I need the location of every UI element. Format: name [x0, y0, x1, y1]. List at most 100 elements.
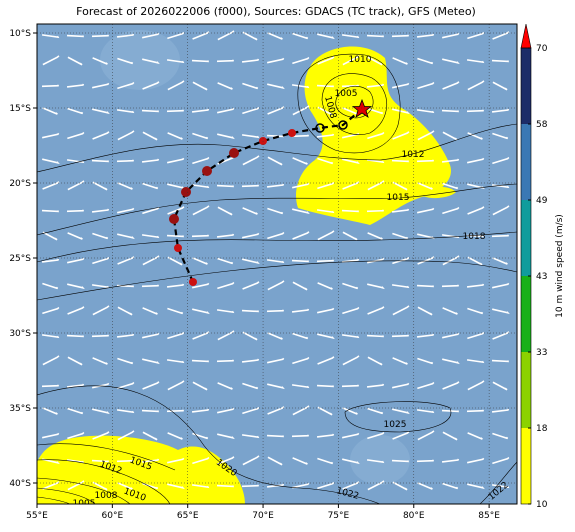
- wind-barb: [92, 108, 110, 115]
- wind-barb: [341, 334, 360, 339]
- wind-barb: [142, 332, 160, 339]
- colorbar-extend: [520, 23, 532, 49]
- y-tick-label: 40°S: [9, 479, 31, 489]
- wind-barb: [492, 132, 509, 140]
- wind-barb: [42, 132, 60, 139]
- wind-barb: [117, 430, 135, 441]
- wind-barb: [366, 209, 384, 213]
- wind-barb: [267, 106, 285, 115]
- wind-barb: [142, 255, 160, 266]
- wind-barb: [341, 34, 360, 39]
- wind-barb: [117, 482, 133, 490]
- wind-barb: [292, 208, 310, 215]
- wind-barb: [92, 131, 110, 140]
- wind-barb: [466, 283, 485, 288]
- colorbar-label: 10 m wind speed (m/s): [555, 214, 565, 318]
- wind-barb: [42, 282, 59, 290]
- wind-barb: [342, 432, 360, 439]
- wind-barb: [267, 332, 283, 340]
- wind-barb: [242, 155, 260, 166]
- wind-barb: [391, 284, 410, 289]
- wind-barb: [417, 57, 434, 65]
- wind-barb: [267, 32, 283, 40]
- wind-barb: [316, 84, 334, 88]
- wind-barb: [241, 484, 259, 488]
- wind-barb: [492, 381, 508, 391]
- wind-barb: [92, 82, 110, 89]
- wind-barb: [117, 57, 134, 65]
- wind-barb: [442, 482, 459, 490]
- wind-barb: [141, 458, 160, 463]
- wind-barb: [192, 308, 210, 315]
- wind-barb: [217, 82, 233, 90]
- wind-barb: [392, 408, 410, 415]
- wind-barb: [91, 208, 110, 213]
- wind-barb: [442, 182, 459, 190]
- wind-barb: [416, 459, 434, 463]
- colorbar-tick-label: 70: [536, 44, 548, 54]
- wind-barb: [292, 182, 310, 189]
- wind-barb: [192, 81, 208, 91]
- wind-barb: [192, 205, 210, 216]
- wind-barb: [141, 409, 159, 413]
- wind-barb: [42, 481, 60, 490]
- wind-barb: [42, 158, 60, 165]
- colorbar-segment: [521, 352, 531, 428]
- high-wind-area: [423, 186, 456, 199]
- wind-barb: [317, 230, 335, 241]
- wind-barb: [191, 184, 210, 189]
- wind-barb: [367, 480, 385, 491]
- wind-barb: [267, 406, 285, 415]
- colorbar-segment: [521, 428, 531, 504]
- wind-barb: [67, 56, 83, 66]
- wind-barb: [417, 182, 433, 190]
- wind-barb: [291, 308, 310, 313]
- wind-barb: [167, 331, 185, 340]
- wind-barb: [342, 407, 358, 415]
- wind-barb: [492, 257, 508, 265]
- wind-barb: [217, 330, 235, 341]
- map-frame: [36, 23, 518, 505]
- wind-barb: [142, 358, 160, 365]
- wind-barb: [241, 434, 260, 439]
- wind-barb: [142, 307, 158, 315]
- wind-barb: [117, 182, 133, 190]
- wind-barb: [492, 156, 510, 165]
- wind-barb: [292, 105, 310, 116]
- wind-barb: [467, 432, 483, 440]
- wind-barb: [467, 380, 485, 391]
- wind-barb: [192, 282, 210, 289]
- y-tick-label: 15°S: [9, 104, 31, 114]
- wind-barb: [92, 357, 108, 365]
- isobar: [37, 477, 131, 504]
- wind-barb: [392, 382, 410, 389]
- isobar: [37, 496, 71, 504]
- wind-barb: [342, 132, 360, 139]
- wind-barb: [167, 80, 185, 91]
- colorbar-tick-label: 10: [536, 500, 548, 510]
- wind-barb: [466, 359, 485, 364]
- wind-barb: [217, 206, 233, 216]
- wind-barb: [366, 83, 385, 88]
- wind-barb: [467, 157, 485, 164]
- wind-barb: [42, 355, 60, 366]
- x-tick-label: 75°E: [328, 511, 350, 521]
- wind-barb: [141, 284, 159, 288]
- wind-barb: [317, 56, 335, 65]
- wind-barb: [392, 181, 408, 191]
- wind-barb: [292, 157, 308, 165]
- wind-barb: [66, 209, 84, 213]
- wind-barb: [42, 55, 60, 66]
- wind-barb: [242, 31, 258, 41]
- wind-barb: [366, 459, 385, 464]
- cloud: [100, 30, 180, 90]
- wind-barb: [316, 259, 334, 263]
- wind-barb: [167, 457, 185, 464]
- wind-barb: [492, 81, 508, 91]
- wind-barb: [292, 332, 309, 340]
- isobar-label: 1005: [73, 499, 96, 509]
- wind-barb: [492, 331, 510, 340]
- wind-barb: [316, 433, 335, 438]
- isobar-label: 1008: [95, 491, 118, 501]
- wind-barb: [117, 357, 134, 365]
